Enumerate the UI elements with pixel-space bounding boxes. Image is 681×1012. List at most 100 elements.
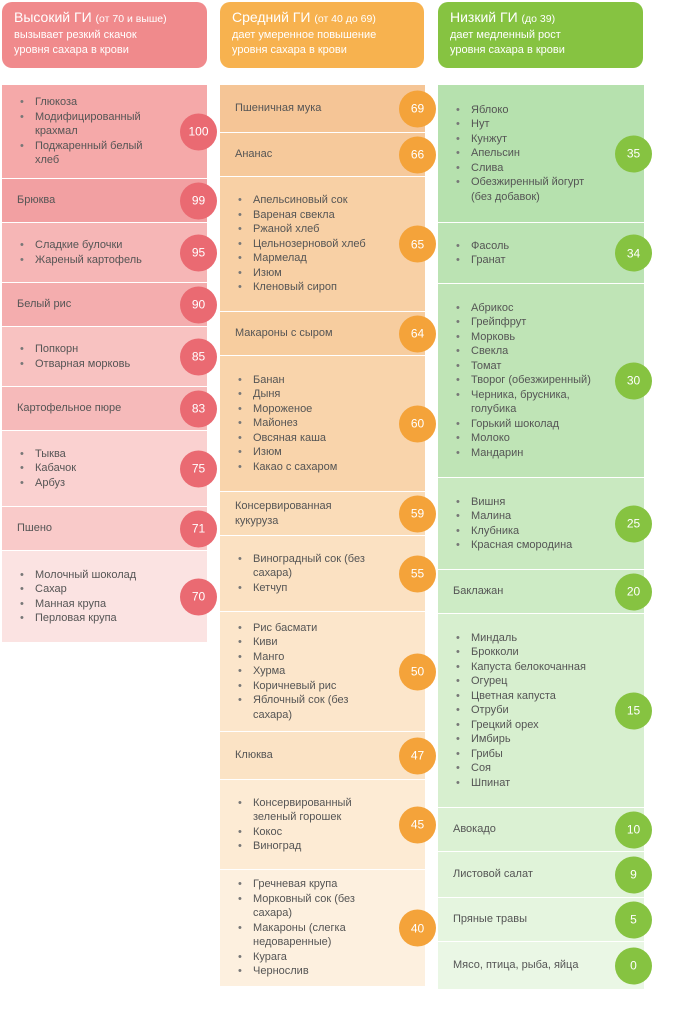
food-item: Сахар (18, 582, 136, 597)
gi-group-high-90: Белый рис 90 (2, 283, 217, 327)
header-mid-gi: Средний ГИ (от 40 до 69) дает умеренное … (220, 2, 424, 68)
food-item: Цельнозерновой хлеб (236, 237, 366, 252)
food-item: Грецкий орех (454, 718, 586, 733)
food-item: Поджаренный белый хлеб (18, 139, 157, 168)
food-items: ЯблокоНутКунжутАпельсинСливаОбезжиренный… (454, 103, 594, 205)
food-item: Миндаль (454, 631, 586, 646)
food-label: Пряные травы (453, 913, 528, 926)
food-item: Абрикос (454, 301, 594, 316)
gi-value-badge: 64 (399, 315, 436, 352)
food-label: Консервированная кукуруза (235, 500, 332, 527)
gi-value-badge: 75 (180, 450, 217, 487)
food-items: ТыкваКабачокАрбуз (18, 447, 76, 491)
header-title: Средний ГИ (от 40 до 69) (232, 9, 376, 25)
food-items: Молочный шоколадСахарМанная крупаПерлова… (18, 568, 136, 626)
gi-group-low-25: ВишняМалинаКлубникаКрасная смородина 25 (438, 478, 652, 570)
gi-value-badge: 55 (399, 555, 436, 592)
food-item: Отварная морковь (18, 357, 130, 372)
gi-value-badge: 30 (615, 362, 652, 399)
food-item: Малина (454, 509, 572, 524)
gi-group-high-99: Брюква 99 (2, 179, 217, 223)
gi-value-badge: 90 (180, 286, 217, 323)
food-item: Мороженое (236, 402, 337, 417)
gi-group-mid-65: Апельсиновый сокВареная свеклаРжаной хле… (220, 177, 436, 312)
gi-value-badge: 69 (399, 90, 436, 127)
gi-value-badge: 5 (615, 901, 652, 938)
food-items: БананДыняМороженоеМайонезОвсяная кашаИзю… (236, 373, 337, 475)
header-high-gi: Высокий ГИ (от 70 и выше) вызывает резки… (2, 2, 207, 68)
food-label: Картофельное пюре (17, 402, 122, 415)
food-item: Майонез (236, 416, 337, 431)
gi-value-badge: 85 (180, 338, 217, 375)
food-items: АбрикосГрейпфрутМорковьСвеклаТоматТворог… (454, 301, 594, 461)
gi-group-high-71: Пшено 71 (2, 507, 217, 551)
food-item: Курага (236, 950, 375, 965)
food-list: ПопкорнОтварная морковь (2, 342, 180, 371)
gi-value-badge: 83 (180, 390, 217, 427)
header-description: дает медленный рост (450, 29, 561, 41)
food-item: Грибы (454, 747, 586, 762)
food-item: Чернослив (236, 964, 375, 979)
food-list: Гречневая крупаМорковный сок (без сахара… (220, 877, 425, 979)
food-item: Коричневый рис (236, 679, 375, 694)
food-item: Обезжиренный йогурт (без добавок) (454, 175, 594, 204)
food-list: МиндальБрокколиКапуста белокочаннаяОгуре… (438, 631, 636, 791)
gi-value-badge: 95 (180, 234, 217, 271)
gi-group-mid-55: Виноградный сок (без сахара)Кетчуп 55 (220, 536, 436, 612)
food-item: Кабачок (18, 461, 76, 476)
food-list: Сладкие булочкиЖареный картофель (2, 238, 192, 267)
food-label: Пшеничная мука (235, 102, 322, 115)
column-high-gi: ГлюкозаМодифицированный крахмалПоджаренн… (2, 85, 217, 643)
food-item: Имбирь (454, 732, 586, 747)
food-item: Какао с сахаром (236, 460, 337, 475)
gi-group-low-35: ЯблокоНутКунжутАпельсинСливаОбезжиренный… (438, 85, 652, 223)
food-list: БананДыняМороженоеМайонезОвсяная кашаИзю… (220, 373, 387, 475)
food-item: Яблоко (454, 103, 594, 118)
gi-group-mid-59: Консервированная кукуруза 59 (220, 492, 436, 536)
gi-group-mid-47: Клюква 47 (220, 732, 436, 780)
food-item: Морковный сок (без сахара) (236, 892, 375, 921)
food-item: Слива (454, 161, 594, 176)
gi-value-badge: 50 (399, 653, 436, 690)
food-item: Творог (обезжиренный) (454, 373, 594, 388)
gi-group-high-75: ТыкваКабачокАрбуз 75 (2, 431, 217, 507)
food-list: ЯблокоНутКунжутАпельсинСливаОбезжиренный… (438, 103, 644, 205)
food-item: Цветная капуста (454, 689, 586, 704)
food-item: Мандарин (454, 446, 594, 461)
food-item: Кленовый сироп (236, 280, 366, 295)
food-label: Пшено (17, 522, 53, 535)
gi-value-badge: 34 (615, 234, 652, 272)
gi-group-mid-66: Ананас 66 (220, 133, 436, 177)
food-item: Арбуз (18, 476, 76, 491)
gi-group-low-10: Авокадо 10 (438, 808, 652, 852)
food-label: Листовой салат (453, 868, 533, 881)
food-label: Мясо, птица, рыба, яйца (453, 959, 579, 972)
food-item: Огурец (454, 674, 586, 689)
food-list: ВишняМалинаКлубникаКрасная смородина (438, 495, 622, 553)
gi-group-low-0: Мясо, птица, рыба, яйца 0 (438, 942, 652, 990)
food-item: Гречневая крупа (236, 877, 375, 892)
gi-value-badge: 35 (615, 135, 652, 172)
gi-value-badge: 59 (399, 495, 436, 532)
gi-value-badge: 9 (615, 856, 652, 893)
food-item: Овсяная каша (236, 431, 337, 446)
gi-group-high-70: Молочный шоколадСахарМанная крупаПерлова… (2, 551, 217, 643)
gi-value-badge: 71 (180, 510, 217, 547)
food-item: Капуста белокочанная (454, 660, 586, 675)
food-item: Изюм (236, 445, 337, 460)
food-list: Рис басматиКивиМангоХурмаКоричневый рисЯ… (220, 621, 425, 723)
food-item: Перловая крупа (18, 611, 136, 626)
food-item: Вишня (454, 495, 572, 510)
food-item: Черника, брусника, голубика (454, 388, 594, 417)
food-item: Клубника (454, 524, 572, 539)
food-item: Горький шоколад (454, 417, 594, 432)
header-low-gi: Низкий ГИ (до 39) дает медленный рост ур… (438, 2, 643, 68)
gi-group-low-20: Баклажан 20 (438, 570, 652, 614)
food-item: Свекла (454, 344, 594, 359)
gi-group-mid-50: Рис басматиКивиМангоХурмаКоричневый рисЯ… (220, 612, 436, 732)
food-label: Ананас (235, 148, 273, 161)
food-label: Авокадо (453, 823, 496, 836)
food-items: Сладкие булочкиЖареный картофель (18, 238, 142, 267)
gi-group-mid-40: Гречневая крупаМорковный сок (без сахара… (220, 870, 436, 987)
gi-value-badge: 0 (615, 947, 652, 984)
